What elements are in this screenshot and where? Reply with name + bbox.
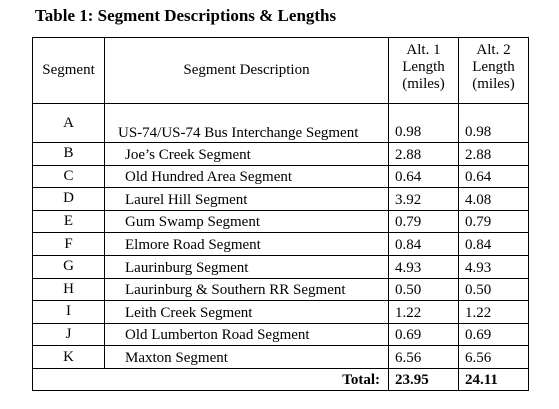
header-alt1-line1: Alt. 1 bbox=[406, 42, 441, 58]
total-label: Total: bbox=[32, 367, 389, 391]
segment-id: J bbox=[32, 322, 105, 347]
table-row: C Old Hundred Area Segment 0.64 0.64 bbox=[32, 164, 529, 189]
segment-description: Gum Swamp Segment bbox=[104, 209, 389, 234]
header-alt2: Alt. 2 Length (miles) bbox=[458, 37, 529, 104]
alt1-length: 0.79 bbox=[388, 209, 459, 234]
segment-table: Segment Segment Description Alt. 1 Lengt… bbox=[32, 37, 529, 391]
alt2-length: 6.56 bbox=[458, 345, 529, 369]
segment-id: D bbox=[32, 187, 105, 211]
header-segment: Segment bbox=[32, 37, 105, 104]
table-row: K Maxton Segment 6.56 6.56 bbox=[32, 345, 529, 369]
alt2-length: 0.69 bbox=[458, 322, 529, 347]
table-row: B Joe’s Creek Segment 2.88 2.88 bbox=[32, 142, 529, 166]
segment-id: I bbox=[32, 300, 105, 324]
total-alt2: 24.11 bbox=[458, 367, 529, 391]
alt1-length: 1.22 bbox=[388, 300, 459, 324]
segment-id: K bbox=[32, 345, 105, 369]
table-row: I Leith Creek Segment 1.22 1.22 bbox=[32, 300, 529, 324]
alt2-length: 0.79 bbox=[458, 209, 529, 234]
table-row: F Elmore Road Segment 0.84 0.84 bbox=[32, 232, 529, 256]
alt1-length: 0.64 bbox=[388, 164, 459, 189]
alt1-length: 0.98 bbox=[388, 103, 459, 143]
segment-id: E bbox=[32, 209, 105, 234]
alt2-length: 0.84 bbox=[458, 232, 529, 256]
table-row: H Laurinburg & Southern RR Segment 0.50 … bbox=[32, 277, 529, 302]
table-caption: Table 1: Segment Descriptions & Lengths bbox=[35, 6, 337, 25]
segment-id: F bbox=[32, 232, 105, 256]
alt1-length: 3.92 bbox=[388, 187, 459, 211]
segment-description: Maxton Segment bbox=[104, 345, 389, 369]
alt1-length: 4.93 bbox=[388, 254, 459, 279]
header-alt2-line2: Length bbox=[472, 59, 515, 75]
segment-id: A bbox=[32, 103, 105, 143]
alt2-length: 2.88 bbox=[458, 142, 529, 166]
alt1-length: 6.56 bbox=[388, 345, 459, 369]
alt1-length: 2.88 bbox=[388, 142, 459, 166]
header-alt1: Alt. 1 Length (miles) bbox=[388, 37, 459, 104]
alt2-length: 4.93 bbox=[458, 254, 529, 279]
table-row: D Laurel Hill Segment 3.92 4.08 bbox=[32, 187, 529, 211]
segment-id: C bbox=[32, 164, 105, 189]
header-alt1-line2: Length bbox=[402, 59, 445, 75]
alt1-length: 0.84 bbox=[388, 232, 459, 256]
total-row: Total: 23.95 24.11 bbox=[32, 367, 529, 391]
table-row: G Laurinburg Segment 4.93 4.93 bbox=[32, 254, 529, 279]
segment-description: Old Hundred Area Segment bbox=[104, 164, 389, 189]
alt2-length: 0.98 bbox=[458, 103, 529, 143]
alt2-length: 4.08 bbox=[458, 187, 529, 211]
table-row: E Gum Swamp Segment 0.79 0.79 bbox=[32, 209, 529, 234]
header-alt1-line3: (miles) bbox=[402, 76, 445, 92]
segment-description: Elmore Road Segment bbox=[104, 232, 389, 256]
segment-description: Laurinburg & Southern RR Segment bbox=[104, 277, 389, 302]
header-description: Segment Description bbox=[104, 37, 389, 104]
segment-description: Leith Creek Segment bbox=[104, 300, 389, 324]
table-row: A US-74/US-74 Bus Interchange Segment 0.… bbox=[32, 103, 529, 143]
segment-description: Old Lumberton Road Segment bbox=[104, 322, 389, 347]
header-row: Segment Segment Description Alt. 1 Lengt… bbox=[32, 37, 529, 104]
header-alt2-line3: (miles) bbox=[472, 76, 515, 92]
segment-description: Joe’s Creek Segment bbox=[104, 142, 389, 166]
table-row: J Old Lumberton Road Segment 0.69 0.69 bbox=[32, 322, 529, 347]
segment-description: Laurel Hill Segment bbox=[104, 187, 389, 211]
alt2-length: 0.64 bbox=[458, 164, 529, 189]
header-alt2-line1: Alt. 2 bbox=[476, 42, 511, 58]
segment-description: US-74/US-74 Bus Interchange Segment bbox=[104, 103, 389, 143]
total-alt1: 23.95 bbox=[388, 367, 459, 391]
alt2-length: 1.22 bbox=[458, 300, 529, 324]
alt1-length: 0.50 bbox=[388, 277, 459, 302]
alt2-length: 0.50 bbox=[458, 277, 529, 302]
segment-description: Laurinburg Segment bbox=[104, 254, 389, 279]
segment-id: B bbox=[32, 142, 105, 166]
segment-id: H bbox=[32, 277, 105, 302]
alt1-length: 0.69 bbox=[388, 322, 459, 347]
segment-id: G bbox=[32, 254, 105, 279]
